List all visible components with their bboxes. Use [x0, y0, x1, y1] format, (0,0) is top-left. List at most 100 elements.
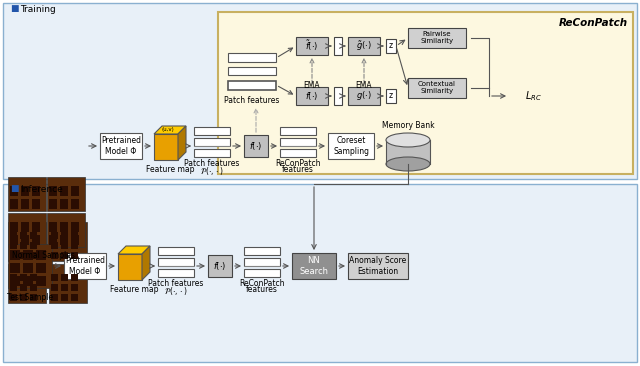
- Bar: [158, 269, 194, 277]
- Bar: [228, 53, 276, 62]
- Bar: [228, 67, 276, 75]
- Bar: [8, 213, 46, 247]
- Bar: [60, 222, 68, 232]
- Bar: [158, 258, 194, 266]
- Bar: [10, 274, 17, 281]
- Bar: [61, 294, 68, 301]
- Text: Anomaly Score
Estimation: Anomaly Score Estimation: [349, 256, 406, 276]
- Bar: [3, 3, 637, 179]
- Bar: [244, 247, 280, 255]
- Text: z: z: [389, 41, 393, 51]
- Bar: [51, 242, 58, 249]
- Text: $f(\cdot)$: $f(\cdot)$: [213, 260, 227, 272]
- Text: Normal Samples: Normal Samples: [12, 251, 74, 260]
- Bar: [10, 294, 17, 301]
- Bar: [32, 199, 40, 209]
- Bar: [20, 294, 27, 301]
- Bar: [21, 186, 29, 196]
- Bar: [71, 186, 79, 196]
- Bar: [51, 274, 58, 281]
- Bar: [334, 87, 342, 105]
- Bar: [3, 184, 637, 362]
- Bar: [244, 269, 280, 277]
- Bar: [386, 89, 396, 103]
- Bar: [61, 284, 68, 291]
- Bar: [20, 284, 27, 291]
- Bar: [8, 177, 46, 211]
- Bar: [296, 37, 328, 55]
- Bar: [71, 294, 78, 301]
- Text: z: z: [389, 92, 393, 101]
- Bar: [386, 140, 430, 164]
- Bar: [100, 133, 142, 159]
- Bar: [208, 255, 232, 277]
- Text: ■: ■: [10, 184, 19, 194]
- Text: $L_{RC}$: $L_{RC}$: [525, 89, 542, 103]
- Text: $\tilde{f}(\cdot)$: $\tilde{f}(\cdot)$: [305, 39, 319, 53]
- Text: Patch features: Patch features: [224, 96, 280, 105]
- Bar: [49, 199, 57, 209]
- Bar: [10, 284, 17, 291]
- Bar: [296, 87, 328, 105]
- Bar: [408, 28, 466, 48]
- Bar: [244, 258, 280, 266]
- Bar: [30, 252, 37, 259]
- Bar: [23, 263, 33, 273]
- Text: ReConPatch: ReConPatch: [239, 279, 285, 288]
- Bar: [32, 186, 40, 196]
- Polygon shape: [154, 126, 186, 134]
- Bar: [386, 39, 396, 53]
- Bar: [61, 242, 68, 249]
- Bar: [348, 87, 380, 105]
- Text: (u,v): (u,v): [162, 127, 174, 132]
- Bar: [21, 235, 29, 245]
- Bar: [32, 235, 40, 245]
- Bar: [51, 232, 58, 239]
- Text: ReConPatch: ReConPatch: [275, 159, 321, 168]
- Bar: [194, 149, 230, 157]
- Bar: [60, 186, 68, 196]
- Bar: [51, 284, 58, 291]
- Text: Training: Training: [20, 4, 56, 14]
- Bar: [71, 199, 79, 209]
- Bar: [49, 235, 57, 245]
- Bar: [10, 186, 18, 196]
- Bar: [30, 242, 37, 249]
- Text: ReConPatch: ReConPatch: [559, 18, 628, 28]
- Bar: [8, 244, 52, 288]
- Bar: [408, 78, 466, 98]
- Text: features: features: [282, 165, 314, 174]
- Bar: [61, 274, 68, 281]
- Bar: [10, 199, 18, 209]
- Bar: [49, 186, 57, 196]
- Bar: [10, 222, 18, 232]
- Text: EMA: EMA: [304, 81, 320, 90]
- Bar: [20, 274, 27, 281]
- Text: Pretrained
Model Φ: Pretrained Model Φ: [101, 136, 141, 156]
- Bar: [20, 232, 27, 239]
- Text: Inference: Inference: [20, 184, 63, 194]
- Bar: [244, 135, 268, 157]
- Bar: [10, 242, 17, 249]
- Bar: [32, 222, 40, 232]
- Bar: [64, 253, 106, 279]
- Bar: [21, 222, 29, 232]
- Bar: [8, 264, 46, 303]
- Bar: [71, 284, 78, 291]
- Text: Feature map: Feature map: [146, 165, 195, 174]
- Bar: [21, 199, 29, 209]
- Bar: [20, 252, 27, 259]
- Polygon shape: [118, 246, 150, 254]
- Bar: [20, 242, 27, 249]
- Text: Patch features: Patch features: [148, 279, 204, 288]
- Bar: [47, 213, 85, 247]
- Bar: [218, 12, 633, 174]
- Bar: [23, 250, 33, 260]
- Text: Test Sample: Test Sample: [7, 293, 53, 302]
- Bar: [228, 81, 276, 90]
- Bar: [30, 294, 37, 301]
- Bar: [36, 276, 46, 286]
- Bar: [10, 250, 20, 260]
- Bar: [10, 263, 20, 273]
- Bar: [51, 294, 58, 301]
